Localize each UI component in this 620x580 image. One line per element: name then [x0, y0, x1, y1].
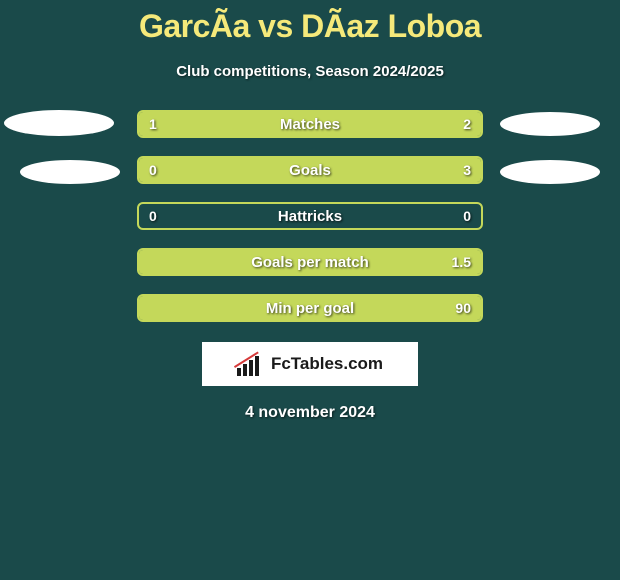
date-text: 4 november 2024	[0, 404, 620, 422]
subtitle: Club competitions, Season 2024/2025	[0, 63, 620, 80]
stat-fill-right	[139, 158, 481, 182]
stats-section: Matches12 Goals03 Hattricks0 0 Goals per mat…	[0, 110, 620, 422]
brand-text: FcTables.com	[271, 354, 383, 374]
stat-value-left: 0	[149, 204, 157, 228]
stat-label: Hattricks	[139, 204, 481, 228]
stats-bars: Matches12 Goals03 Hattricks0 0 Goals per mat…	[137, 110, 483, 322]
stat-row: Min per goal90	[137, 294, 483, 322]
stat-row: Goals per match1.5	[137, 248, 483, 276]
brand-chart-icon	[237, 352, 265, 376]
player-photo-left-1	[4, 110, 114, 136]
brand-box[interactable]: FcTables.com	[202, 342, 418, 386]
player-photo-right-1	[500, 112, 600, 136]
stat-fill-left	[139, 112, 252, 136]
stat-fill-right	[252, 112, 481, 136]
stat-row: Matches12	[137, 110, 483, 138]
stat-fill-right	[139, 250, 481, 274]
stat-row: Goals03	[137, 156, 483, 184]
player-photo-left-2	[20, 160, 120, 184]
player-photo-right-2	[500, 160, 600, 184]
page-title: GarcÃ­a vs DÃ­az Loboa	[0, 0, 620, 45]
stat-fill-right	[139, 296, 481, 320]
stat-value-right: 0	[463, 204, 471, 228]
stat-row: Hattricks0 0	[137, 202, 483, 230]
